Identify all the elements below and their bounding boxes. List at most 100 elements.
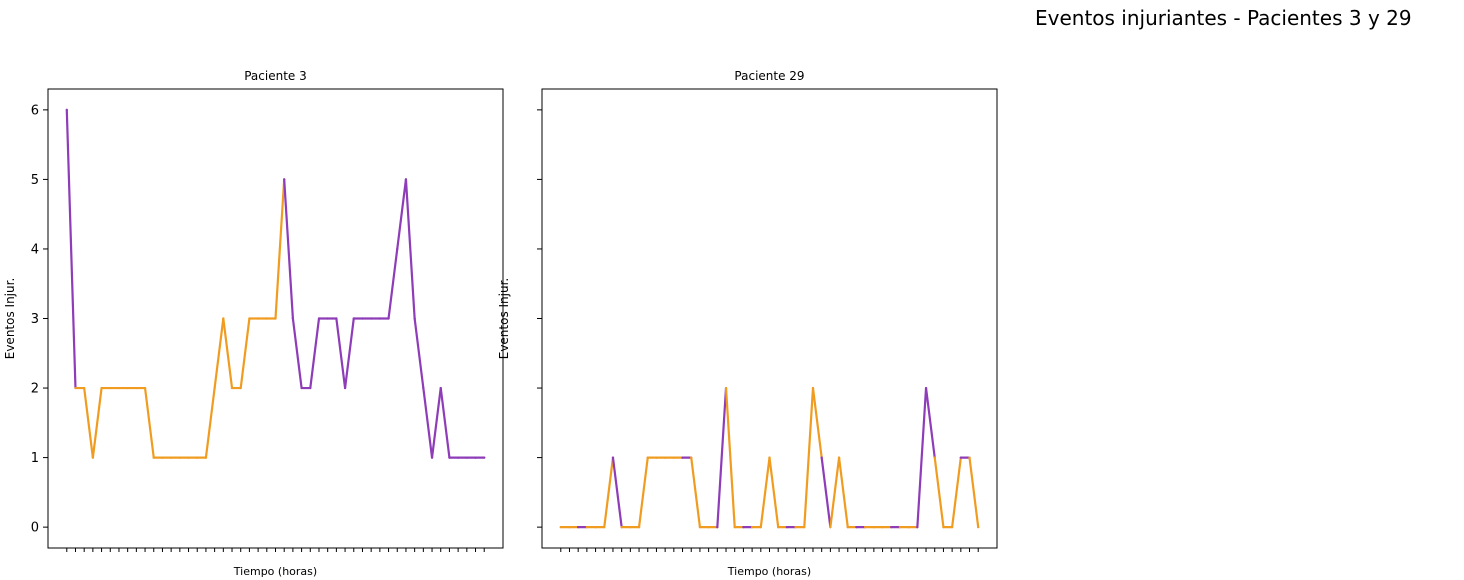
line-segment xyxy=(716,386,728,529)
line-segment xyxy=(968,456,980,529)
data-point xyxy=(117,386,121,390)
line-segment xyxy=(83,386,94,459)
data-point xyxy=(274,317,277,320)
data-point xyxy=(829,526,832,529)
line-segment xyxy=(724,386,736,529)
data-point xyxy=(777,526,780,529)
line-segment xyxy=(803,386,815,529)
line-segment xyxy=(291,317,303,390)
data-point xyxy=(100,386,103,390)
line-segment xyxy=(603,456,615,529)
data-point xyxy=(655,456,658,459)
data-point xyxy=(126,386,129,390)
line-segment xyxy=(759,456,771,529)
data-point xyxy=(422,386,425,390)
data-point xyxy=(568,526,571,529)
chart-title: Paciente 29 xyxy=(734,69,804,83)
data-point xyxy=(326,317,329,320)
data-point xyxy=(837,456,841,459)
data-point xyxy=(239,386,242,390)
line-segment xyxy=(820,456,832,529)
data-point xyxy=(707,526,710,529)
data-point xyxy=(204,456,208,459)
data-point xyxy=(681,456,684,459)
data-point xyxy=(855,526,858,529)
data-point xyxy=(611,456,615,459)
data-point xyxy=(283,178,286,181)
line-segment xyxy=(396,178,408,251)
data-point xyxy=(74,386,77,390)
data-point xyxy=(396,247,399,251)
line-segment xyxy=(430,386,442,459)
data-point xyxy=(933,456,936,459)
data-point xyxy=(196,456,199,459)
data-point xyxy=(187,456,190,459)
data-point xyxy=(387,317,390,320)
data-point xyxy=(751,526,754,529)
data-point xyxy=(178,456,181,459)
data-point xyxy=(65,108,68,111)
data-point xyxy=(803,526,806,529)
data-point xyxy=(413,317,416,320)
data-point xyxy=(474,456,477,459)
y-tick-label: 4 xyxy=(31,242,39,257)
data-point xyxy=(977,526,980,529)
data-point xyxy=(890,526,893,529)
data-point xyxy=(483,456,486,459)
line-segment xyxy=(239,317,251,390)
data-point xyxy=(222,317,225,320)
line-segment xyxy=(222,317,234,390)
data-point xyxy=(559,526,562,529)
data-point xyxy=(265,317,268,320)
line-segment xyxy=(204,386,216,459)
line-segment xyxy=(837,456,849,529)
data-point xyxy=(898,526,902,529)
data-point xyxy=(811,386,815,390)
data-point xyxy=(430,456,434,459)
data-point xyxy=(457,456,460,459)
data-point xyxy=(448,456,451,459)
line-segment xyxy=(690,456,702,529)
line-segment xyxy=(65,108,77,390)
data-point xyxy=(620,526,623,529)
data-point xyxy=(248,317,251,320)
data-point xyxy=(733,526,736,529)
line-segment xyxy=(829,456,841,529)
line-segment xyxy=(439,386,451,459)
line-segment xyxy=(768,456,780,529)
line-segment xyxy=(213,317,225,390)
line-segment xyxy=(404,178,416,320)
y-tick-label: 6 xyxy=(31,103,39,118)
data-point xyxy=(135,386,138,390)
y-tick-label: 0 xyxy=(31,521,39,536)
chart-paciente-3: Paciente 3 0 1 2 3 4 5 6 Tiempo (horas) Eventos I… xyxy=(3,69,504,578)
data-point xyxy=(924,386,928,390)
figure-suptitle: Eventos injuriantes - Pacientes 3 y 29 xyxy=(1035,6,1412,30)
data-point xyxy=(637,526,641,529)
y-axis-label: Eventos Injur. xyxy=(3,278,17,360)
data-point xyxy=(83,386,86,390)
line-segment xyxy=(924,386,936,459)
line-segment xyxy=(343,317,355,390)
y-axis-label: Eventos Injur. xyxy=(497,278,511,360)
data-point xyxy=(378,317,381,320)
line-segment xyxy=(91,386,103,459)
data-point xyxy=(968,456,971,459)
data-point xyxy=(352,317,355,320)
data-point xyxy=(646,456,649,459)
line-segment xyxy=(811,386,823,459)
data-point xyxy=(335,317,338,320)
x-axis-label: Tiempo (horas) xyxy=(727,565,811,578)
data-point xyxy=(916,526,919,529)
line-segment xyxy=(283,178,294,320)
data-point xyxy=(291,317,294,320)
data-point xyxy=(152,456,155,459)
data-point xyxy=(603,526,606,529)
data-point xyxy=(724,386,728,390)
data-point xyxy=(768,456,771,459)
line-segment xyxy=(274,178,286,320)
line-segment xyxy=(309,317,321,390)
data-point xyxy=(942,526,945,529)
line-segment xyxy=(916,386,928,529)
